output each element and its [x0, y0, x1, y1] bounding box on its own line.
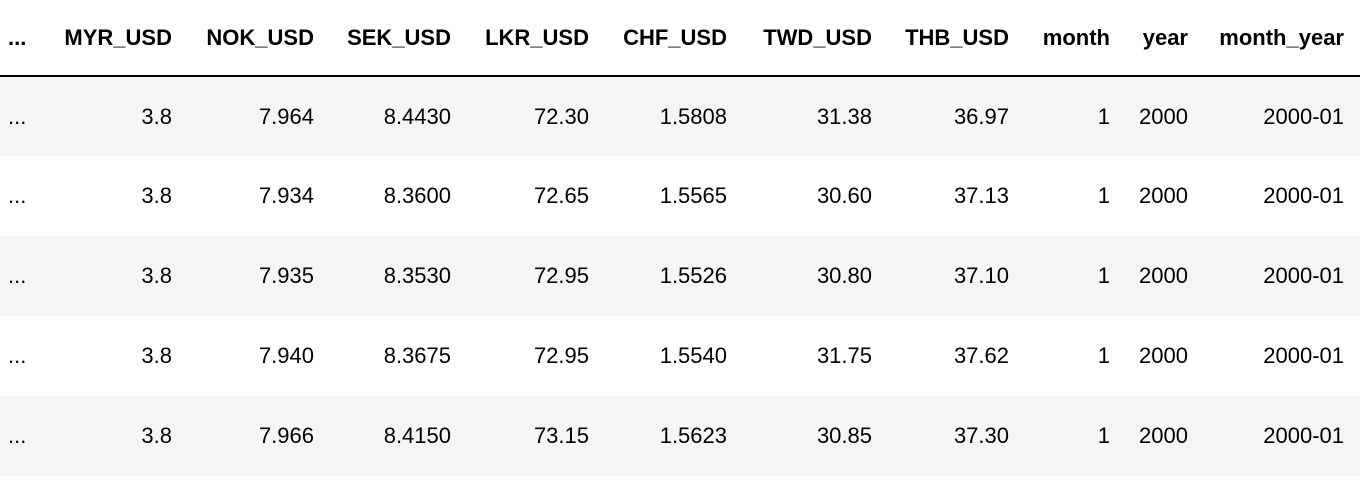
table-cell: 8.3530	[383, 263, 451, 288]
table-cell: 3.8	[141, 183, 172, 208]
column-header-sek-usd: SEK_USD	[330, 0, 467, 77]
table-cell: 30.60	[816, 183, 872, 208]
table-cell: 8.4150	[383, 423, 451, 448]
column-header-nok-usd: NOK_USD	[188, 0, 330, 77]
table-row: ... 3.8 7.935 8.3530 72.95 1.5526 30.80 …	[0, 236, 1360, 316]
table-cell: 3.8	[141, 103, 172, 129]
header-row: ... MYR_USD NOK_USD SEK_USD LKR_USD CHF_…	[0, 0, 1360, 77]
table-cell: 2000-01	[1263, 423, 1344, 448]
table-cell: 1	[1097, 343, 1110, 368]
table-cell: 31.38	[816, 103, 872, 129]
table-cell: 8.3675	[383, 343, 451, 368]
table-cell: 30.80	[816, 263, 872, 288]
table-cell: 36.97	[953, 103, 1009, 129]
table-row: ... 3.8 7.934 8.3600 72.65 1.5565 30.60 …	[0, 156, 1360, 236]
table-row: ... 3.8 7.964 8.4430 72.30 1.5808 31.38 …	[0, 76, 1360, 156]
column-header-month-year: month_year	[1204, 0, 1360, 77]
column-header-chf-usd: CHF_USD	[605, 0, 743, 77]
table-cell: 7.934	[258, 183, 314, 208]
table-cell: 31.75	[816, 343, 872, 368]
table-cell: 37.62	[953, 343, 1009, 368]
column-header-thb-usd: THB_USD	[888, 0, 1025, 77]
table-cell: 8.3600	[383, 183, 451, 208]
table-cell: 7.940	[258, 343, 314, 368]
table-cell: ...	[8, 423, 27, 448]
table-cell: 37.13	[953, 183, 1009, 208]
table-cell: 1.5623	[659, 423, 727, 448]
table-cell: 2000-01	[1263, 263, 1344, 288]
column-header-myr-usd: MYR_USD	[54, 0, 188, 77]
table-cell: 37.10	[953, 263, 1009, 288]
table-cell: 1	[1097, 103, 1110, 129]
table-cell: 3.8	[141, 263, 172, 288]
table-cell: 2000-01	[1263, 183, 1344, 208]
table-cell: 1.5808	[659, 103, 727, 129]
table-cell: 37.30	[953, 423, 1009, 448]
column-header-ellipsis: ...	[0, 0, 54, 77]
table-cell: 3.8	[141, 343, 172, 368]
table-cell: 7.964	[258, 103, 314, 129]
column-header-lkr-usd: LKR_USD	[467, 0, 605, 77]
table-cell: ...	[8, 183, 27, 208]
table-cell: 2000-01	[1263, 103, 1344, 129]
table-cell: 72.65	[533, 183, 589, 208]
table-row: ... 3.8 7.940 8.3675 72.95 1.5540 31.75 …	[0, 316, 1360, 396]
column-header-twd-usd: TWD_USD	[743, 0, 888, 77]
table-body: ... 3.8 7.964 8.4430 72.30 1.5808 31.38 …	[0, 76, 1360, 476]
table-cell: 2000	[1139, 103, 1188, 129]
table-cell: 30.85	[816, 423, 872, 448]
table-cell: 1	[1097, 423, 1110, 448]
table-cell: 1	[1097, 183, 1110, 208]
table-cell: 1.5565	[659, 183, 727, 208]
table-cell: 2000	[1139, 343, 1188, 368]
table-cell: 2000	[1139, 263, 1188, 288]
table-cell: 2000-01	[1263, 343, 1344, 368]
table-cell: ...	[8, 343, 27, 368]
table-cell: 1.5526	[659, 263, 727, 288]
table-cell: 1	[1097, 263, 1110, 288]
table-cell: ...	[8, 103, 27, 129]
table-cell: 72.95	[533, 263, 589, 288]
table-cell: 7.966	[258, 423, 314, 448]
table-cell: 3.8	[141, 423, 172, 448]
column-header-month: month	[1025, 0, 1126, 77]
table-cell: 8.4430	[383, 103, 451, 129]
table-cell: 2000	[1139, 183, 1188, 208]
table-cell: 7.935	[258, 263, 314, 288]
table-row: ... 3.8 7.966 8.4150 73.15 1.5623 30.85 …	[0, 396, 1360, 476]
table-cell: 73.15	[533, 423, 589, 448]
table-header: ... MYR_USD NOK_USD SEK_USD LKR_USD CHF_…	[0, 0, 1360, 77]
table-cell: ...	[8, 263, 27, 288]
table-cell: 72.30	[533, 103, 589, 129]
table-cell: 72.95	[533, 343, 589, 368]
table-cell: 1.5540	[659, 343, 727, 368]
column-header-year: year	[1126, 0, 1204, 77]
table-cell: 2000	[1139, 423, 1188, 448]
